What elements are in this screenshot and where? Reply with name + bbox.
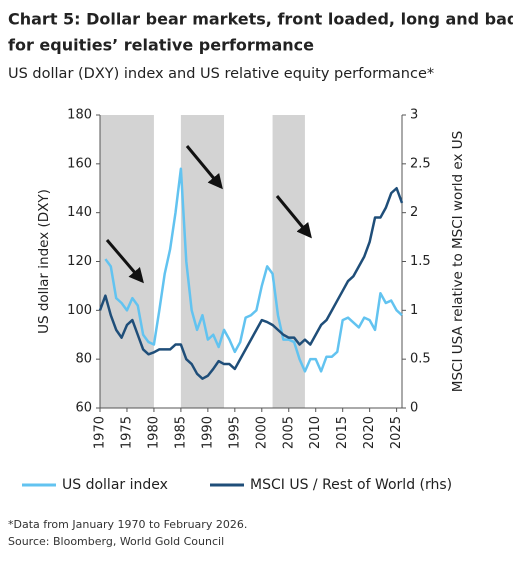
arrow — [275, 195, 312, 239]
y-tick-label: 140 — [67, 205, 92, 220]
x-tick-label: 2025 — [389, 416, 404, 449]
x-tick-label: 1990 — [200, 416, 215, 449]
x-tick-label: 1980 — [146, 416, 161, 449]
chart-subtitle: US dollar (DXY) index and US relative eq… — [8, 66, 434, 82]
y2-tick-label: 2.5 — [410, 156, 431, 171]
y-tick-label: 120 — [67, 254, 92, 269]
line-series — [104, 167, 403, 373]
x-tick-label: 1995 — [227, 416, 242, 449]
y2-tick-label: 0 — [410, 401, 418, 416]
x-tick-label: 2005 — [281, 416, 296, 449]
chart-title: Chart 5: Dollar bear markets, front load… — [8, 10, 513, 29]
line-series — [98, 187, 404, 380]
y2-tick-label: 1.5 — [410, 254, 431, 269]
legend-label: MSCI US / Rest of World (rhs) — [250, 477, 452, 493]
footnote: *Data from January 1970 to February 2026… — [8, 518, 247, 531]
y-tick-label: 160 — [67, 156, 92, 171]
annotation-arrows — [105, 145, 312, 284]
x-tick-label: 1975 — [119, 416, 134, 449]
x-tick-label: 2010 — [308, 416, 323, 449]
arrow — [105, 239, 144, 284]
arrow — [185, 145, 223, 190]
plot-area: 60 80 100 120 140 160 180 0 0.5 1 1.5 2 2.5 3 1970 1975… — [22, 108, 466, 493]
y-tick-label: 60 — [75, 401, 92, 416]
legend-label: US dollar index — [62, 477, 168, 493]
shaded-period — [272, 115, 305, 408]
x-tick-label: 2020 — [362, 416, 377, 449]
x-tick-label: 1970 — [93, 416, 108, 449]
y-tick-label: 80 — [75, 352, 92, 367]
y2-tick-label: 3 — [410, 108, 418, 123]
y-axis-title: US dollar index (DXY) — [36, 189, 52, 334]
y2-tick-label: 1 — [410, 303, 418, 318]
x-tick-label: 2015 — [335, 416, 350, 449]
y2-tick-label: 0.5 — [410, 352, 431, 367]
y2-tick-label: 2 — [410, 205, 418, 220]
x-tick-label: 1985 — [173, 416, 188, 449]
source: Source: Bloomberg, World Gold Council — [8, 535, 224, 548]
y-tick-label: 180 — [67, 108, 92, 123]
x-tick-label: 2000 — [254, 416, 269, 449]
y-tick-label: 100 — [67, 303, 92, 318]
chart-title: for equities’ relative performance — [8, 36, 314, 55]
y2-axis-title: MSCI USA relative to MSCI world ex US — [450, 131, 466, 392]
